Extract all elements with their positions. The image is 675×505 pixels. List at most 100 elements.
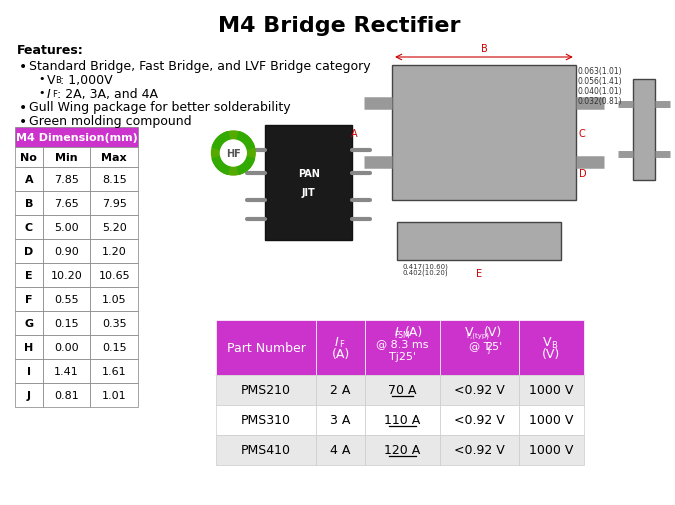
FancyBboxPatch shape: [15, 335, 43, 359]
FancyBboxPatch shape: [43, 359, 90, 383]
Text: V: V: [543, 335, 551, 348]
Text: Features:: Features:: [17, 44, 84, 57]
Text: PAN: PAN: [298, 169, 320, 179]
FancyBboxPatch shape: [392, 66, 576, 200]
Text: 0.35: 0.35: [102, 318, 126, 328]
Wedge shape: [237, 157, 254, 175]
FancyBboxPatch shape: [90, 287, 138, 312]
Text: PMS210: PMS210: [241, 384, 291, 397]
FancyBboxPatch shape: [90, 335, 138, 359]
Text: 4 A: 4 A: [330, 443, 351, 457]
FancyBboxPatch shape: [15, 359, 43, 383]
FancyBboxPatch shape: [15, 287, 43, 312]
Text: 10.20: 10.20: [51, 271, 82, 280]
Text: 120 A: 120 A: [385, 443, 421, 457]
Text: Part Number: Part Number: [227, 341, 306, 355]
Text: J: J: [27, 390, 31, 400]
Text: 110 A: 110 A: [385, 414, 421, 427]
Text: 0.00: 0.00: [54, 342, 79, 352]
Text: Min: Min: [55, 153, 78, 163]
FancyBboxPatch shape: [15, 239, 43, 264]
Text: 0.90: 0.90: [54, 246, 79, 257]
Text: 0.056(1.41): 0.056(1.41): [578, 76, 622, 85]
Text: 0.55: 0.55: [54, 294, 79, 305]
Wedge shape: [237, 132, 254, 150]
FancyBboxPatch shape: [15, 168, 43, 191]
Text: C: C: [578, 128, 585, 138]
Text: 1.01: 1.01: [102, 390, 126, 400]
Text: E: E: [25, 271, 32, 280]
Text: F: F: [339, 339, 344, 348]
Text: M4 Dimension(mm): M4 Dimension(mm): [16, 133, 138, 143]
FancyBboxPatch shape: [90, 383, 138, 407]
Text: •: •: [19, 115, 27, 129]
FancyBboxPatch shape: [365, 375, 440, 405]
FancyBboxPatch shape: [440, 375, 519, 405]
FancyBboxPatch shape: [43, 191, 90, 216]
Text: I: I: [335, 335, 338, 348]
Text: Max: Max: [101, 153, 127, 163]
Text: 1.61: 1.61: [102, 366, 126, 376]
Text: 5.00: 5.00: [54, 223, 79, 232]
FancyBboxPatch shape: [43, 239, 90, 264]
Text: 0.040(1.01): 0.040(1.01): [578, 86, 622, 95]
Text: 1.05: 1.05: [102, 294, 126, 305]
Text: V: V: [465, 325, 474, 338]
FancyBboxPatch shape: [90, 191, 138, 216]
Text: <0.92 V: <0.92 V: [454, 414, 505, 427]
FancyBboxPatch shape: [43, 216, 90, 239]
Text: D: D: [578, 169, 587, 179]
Text: 0.063(1.01): 0.063(1.01): [578, 66, 622, 75]
Text: 1.20: 1.20: [102, 246, 127, 257]
Text: 0.402(10.20): 0.402(10.20): [402, 269, 448, 275]
Text: I: I: [27, 366, 31, 376]
Text: I: I: [47, 88, 51, 101]
Text: (V): (V): [484, 325, 502, 338]
Text: : 1,000V: : 1,000V: [59, 74, 112, 87]
Text: 3 A: 3 A: [330, 414, 351, 427]
Text: 8.15: 8.15: [102, 175, 127, 185]
Text: PMS310: PMS310: [241, 414, 291, 427]
Text: 1000 V: 1000 V: [529, 443, 574, 457]
FancyBboxPatch shape: [15, 264, 43, 287]
Text: V: V: [47, 74, 55, 87]
Text: 0.032(0.81): 0.032(0.81): [578, 96, 622, 105]
Text: 70 A: 70 A: [388, 384, 417, 397]
Text: 25': 25': [485, 341, 502, 351]
Text: 5.20: 5.20: [102, 223, 127, 232]
Text: A: A: [24, 175, 33, 185]
Text: A: A: [351, 128, 357, 138]
FancyBboxPatch shape: [217, 320, 316, 375]
Text: D: D: [24, 246, 34, 257]
Text: G: G: [24, 318, 34, 328]
Text: JIT: JIT: [302, 187, 316, 197]
Text: C: C: [25, 223, 33, 232]
FancyBboxPatch shape: [440, 320, 519, 375]
FancyBboxPatch shape: [440, 405, 519, 435]
Text: F: F: [52, 90, 57, 99]
Text: 0.15: 0.15: [102, 342, 126, 352]
Text: PMS410: PMS410: [241, 443, 291, 457]
FancyBboxPatch shape: [15, 383, 43, 407]
Text: B: B: [55, 76, 61, 85]
Text: 1000 V: 1000 V: [529, 414, 574, 427]
Circle shape: [221, 141, 246, 167]
FancyBboxPatch shape: [90, 168, 138, 191]
FancyBboxPatch shape: [43, 335, 90, 359]
Wedge shape: [212, 157, 230, 175]
FancyBboxPatch shape: [90, 359, 138, 383]
Text: 0.81: 0.81: [54, 390, 79, 400]
FancyBboxPatch shape: [90, 239, 138, 264]
Circle shape: [211, 132, 255, 176]
FancyBboxPatch shape: [519, 375, 584, 405]
Text: 0.15: 0.15: [54, 318, 79, 328]
Text: F,(typ): F,(typ): [466, 332, 489, 338]
Text: Gull Wing package for better solderability: Gull Wing package for better solderabili…: [29, 101, 290, 114]
FancyBboxPatch shape: [316, 435, 365, 465]
Text: •: •: [39, 74, 45, 84]
FancyBboxPatch shape: [43, 168, 90, 191]
FancyBboxPatch shape: [43, 287, 90, 312]
FancyBboxPatch shape: [43, 383, 90, 407]
Text: 1000 V: 1000 V: [529, 384, 574, 397]
Text: Standard Bridge, Fast Bridge, and LVF Bridge category: Standard Bridge, Fast Bridge, and LVF Br…: [29, 60, 371, 73]
